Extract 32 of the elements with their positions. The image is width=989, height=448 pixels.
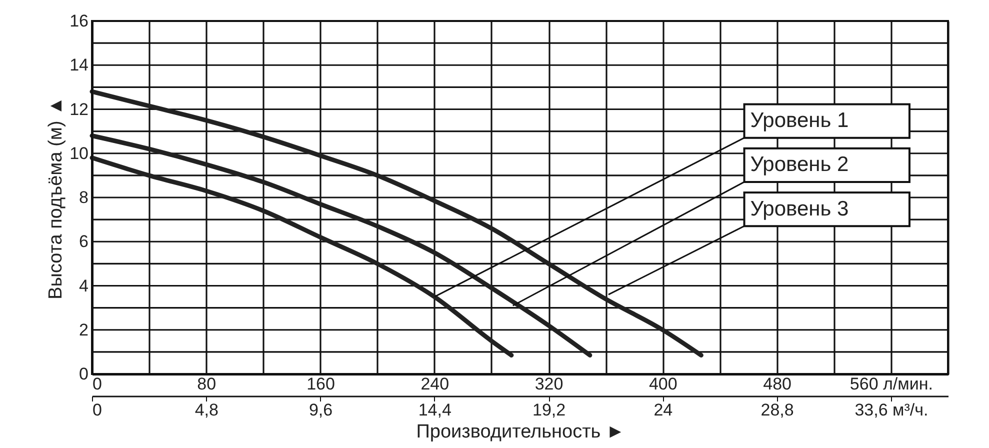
y-tick-label: 16 [70,12,88,30]
x-tick-label: 160 [306,374,335,394]
line-series [90,89,704,358]
y-axis-title: Высота подъёма (м) ▲ [46,96,67,300]
x2-tick-label: 0 [92,400,102,420]
line-series [90,156,514,358]
annotation: Уровень 3 [750,197,849,220]
x-tick-label: 240 [420,374,450,394]
x-tick-label: 480 [763,374,792,394]
x-axis-title: Производительность ► [416,422,625,442]
y-tick-label: 2 [79,320,88,340]
x-tick-label: 80 [197,374,216,394]
y-tick-label: 8 [79,188,88,207]
line-series [90,133,592,358]
x2-tick-label: 14,4 [418,400,452,420]
y-tick-label: 4 [79,276,88,296]
x2-tick-label: 4,8 [194,400,218,420]
y-tick-label: 6 [79,232,88,252]
x-tick-label: 400 [648,374,678,394]
x-tick-label: 320 [534,374,564,394]
y-tick-label: 12 [70,100,88,119]
annotation: Уровень 1 [750,109,849,132]
x2-tick-label: 24 [654,400,673,420]
x-tick-label: 560 л/мин. [850,374,933,394]
y-tick-label: 14 [70,56,88,75]
y-tick-label: 10 [70,144,88,163]
x2-tick-label: 19,2 [532,400,566,420]
x2-tick-label: 28,8 [760,400,794,420]
x-tick-label: 0 [92,374,102,394]
x2-tick-label: 33,6 м³/ч. [854,400,928,420]
annotation: Уровень 2 [750,153,849,176]
x2-tick-label: 9,6 [308,400,333,420]
